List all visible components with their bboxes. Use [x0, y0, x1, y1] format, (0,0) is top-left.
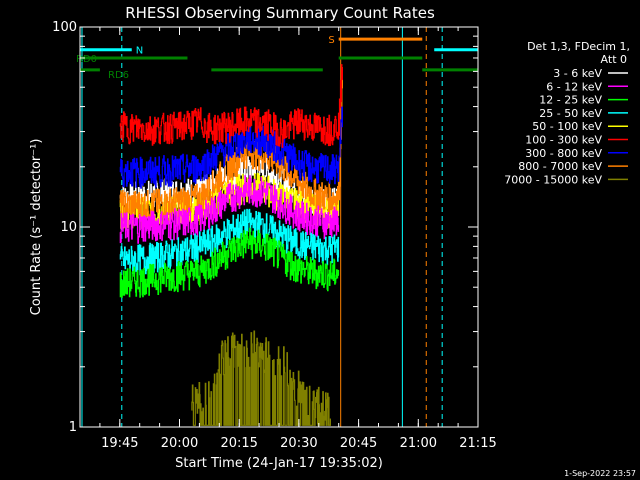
- flag-n: N: [80, 46, 478, 57]
- series-trace: [119, 227, 340, 298]
- data-series: [119, 64, 343, 426]
- series-7000-15000-kev: [191, 330, 331, 426]
- legend-label: 7000 - 15000 keV: [504, 173, 602, 186]
- legend-label: 50 - 100 keV: [532, 120, 602, 133]
- y-tick-label: 100: [52, 20, 77, 35]
- vertical-marker-lines: [81, 27, 443, 427]
- legend-entry: 7000 - 15000 keV: [504, 173, 628, 186]
- axes: 19:45 20:00 20:15 20:30 20:45 21:00 21:15 1 10 10…: [52, 20, 497, 451]
- x-tick-label: 20:30: [280, 436, 317, 451]
- legend-entry: 50 - 100 keV: [532, 120, 628, 133]
- series-trace: [119, 106, 343, 189]
- flag-lines: N S RD0 RD6: [76, 35, 478, 81]
- legend-entry: 6 - 12 keV: [546, 80, 628, 93]
- legend-entry: 300 - 800 keV: [525, 147, 628, 160]
- x-axis-label: Start Time (24-Jan-17 19:35:02): [175, 456, 383, 471]
- series-6-12-kev: [119, 175, 340, 244]
- legend-header: Att 0: [601, 53, 627, 66]
- legend-label: 800 - 7000 keV: [518, 160, 602, 173]
- x-tick-label: 19:45: [101, 436, 138, 451]
- series-800-7000-kev: [119, 67, 343, 222]
- series-trace: [191, 330, 331, 426]
- series-trace: [119, 208, 340, 276]
- timestamp: 1-Sep-2022 23:57: [564, 469, 636, 478]
- x-tick-label: 20:00: [161, 436, 198, 451]
- series-100-300-kev: [119, 64, 343, 148]
- legend-header: Det 1,3, FDecim 1,: [527, 40, 630, 53]
- flag-label: RD6: [108, 70, 129, 81]
- series-trace: [119, 175, 340, 244]
- legend-label: 6 - 12 keV: [546, 80, 602, 93]
- x-tick-label: 20:45: [340, 436, 377, 451]
- flag-label: S: [328, 35, 334, 46]
- legend-label: 12 - 25 keV: [539, 94, 602, 107]
- series-trace: [119, 67, 343, 222]
- legend-entry: 800 - 7000 keV: [518, 160, 628, 173]
- x-tick-label: 21:15: [459, 436, 496, 451]
- y-axis-label: Count Rate (s⁻¹ detector⁻¹): [29, 139, 44, 316]
- legend-label: 25 - 50 keV: [539, 107, 602, 120]
- flag-label: RD0: [76, 54, 97, 65]
- flag-rd0: RD0: [76, 54, 423, 65]
- series-25-50-kev: [119, 208, 340, 276]
- legend-entry: 100 - 300 keV: [525, 134, 628, 147]
- legend-label: 3 - 6 keV: [553, 67, 602, 80]
- legend-label: 100 - 300 keV: [525, 134, 602, 147]
- series-trace: [119, 64, 343, 148]
- flag-s: S: [328, 35, 423, 46]
- series-300-800-kev: [119, 106, 343, 189]
- flag-label: N: [136, 46, 143, 57]
- flag-rd6: RD6: [80, 68, 478, 81]
- chart-title: RHESSI Observing Summary Count Rates: [125, 4, 435, 22]
- y-tick-label: 1: [69, 420, 77, 435]
- legend-entry: 25 - 50 keV: [539, 107, 628, 120]
- legend-entry: 3 - 6 keV: [553, 67, 628, 80]
- legend-label: 300 - 800 keV: [525, 147, 602, 160]
- x-tick-label: 21:00: [400, 436, 437, 451]
- x-tick-label: 20:15: [220, 436, 257, 451]
- legend-entry: 12 - 25 keV: [539, 94, 628, 107]
- y-tick-label: 10: [60, 220, 77, 235]
- series-12-25-kev: [119, 227, 340, 298]
